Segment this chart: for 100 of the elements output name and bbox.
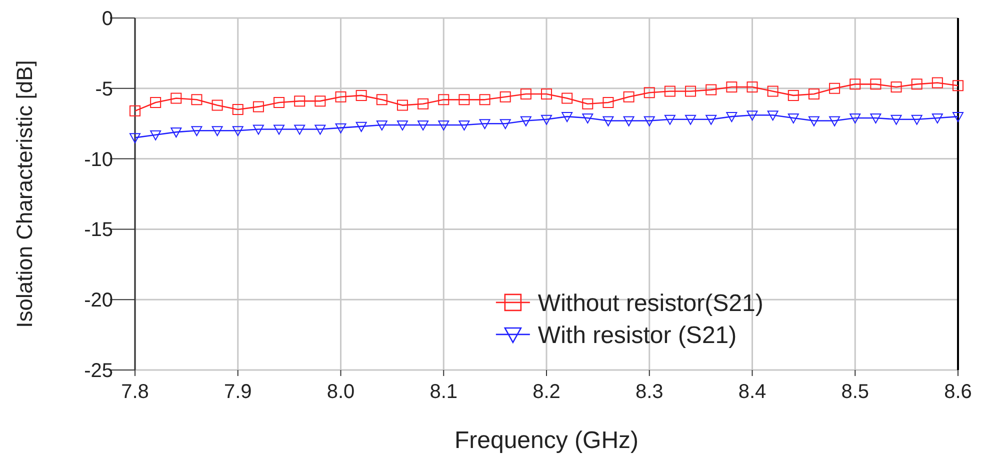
point [458, 94, 470, 106]
point [438, 120, 450, 131]
x-tick-label: 7.8 [121, 381, 149, 403]
point [746, 81, 758, 92]
x-tick-label: 8.0 [326, 381, 355, 403]
y-tick-label: -5 [95, 78, 113, 100]
point [870, 78, 882, 90]
point [644, 116, 655, 126]
point [767, 86, 778, 97]
point [356, 122, 367, 132]
point [541, 114, 552, 125]
point [520, 116, 532, 126]
y-tick-label: -10 [84, 148, 113, 171]
point [706, 114, 717, 125]
point [170, 92, 182, 104]
point [150, 96, 162, 108]
y-axis-title: Isolation Characteristic [dB] [12, 60, 37, 328]
point [418, 98, 429, 110]
point [212, 126, 223, 136]
point [562, 92, 573, 104]
point [191, 94, 202, 106]
point [664, 86, 676, 97]
point [562, 112, 573, 122]
point [130, 105, 140, 116]
point [274, 96, 285, 108]
point [479, 119, 490, 130]
point [623, 116, 634, 126]
x-tick-label: 7.9 [224, 381, 252, 403]
point [829, 116, 840, 126]
point [191, 126, 202, 136]
point [602, 116, 614, 126]
point [314, 96, 326, 107]
point [890, 114, 902, 125]
point [890, 81, 902, 92]
point [952, 80, 964, 92]
point [932, 77, 943, 88]
point [685, 86, 696, 97]
point [314, 124, 326, 135]
point [232, 104, 244, 116]
point [376, 120, 388, 131]
point [294, 96, 306, 107]
point [396, 120, 408, 131]
point [479, 94, 490, 106]
x-tick-label: 8.4 [738, 381, 766, 403]
point [252, 101, 264, 112]
point [767, 110, 778, 121]
point [356, 90, 367, 101]
point [829, 82, 840, 94]
point [685, 114, 696, 125]
x-tick-label: 8.3 [635, 381, 664, 403]
point [808, 88, 820, 100]
point [911, 78, 922, 90]
y-tick-label: -25 [84, 360, 113, 382]
point [130, 133, 140, 144]
y-tick-label: 0 [102, 8, 113, 30]
x-tick-label: 8.6 [944, 381, 972, 403]
point [726, 81, 738, 92]
point [870, 113, 882, 124]
point [150, 130, 162, 140]
y-tick-label: -15 [84, 219, 113, 242]
point [664, 114, 676, 125]
point [788, 113, 799, 124]
point [644, 87, 655, 98]
point [932, 113, 943, 124]
y-tick-label: -20 [84, 290, 113, 312]
point [788, 90, 799, 101]
point [232, 126, 244, 136]
x-tick-label: 8.1 [430, 381, 458, 403]
point [850, 78, 861, 90]
point [582, 113, 594, 124]
point [706, 84, 717, 96]
point [212, 100, 223, 111]
point [170, 128, 182, 138]
point [500, 91, 511, 102]
point [850, 113, 861, 124]
point [726, 112, 738, 122]
point [294, 124, 306, 135]
point [335, 91, 346, 102]
x-tick-label: 8.5 [841, 381, 870, 403]
point [582, 98, 594, 110]
point [438, 94, 450, 106]
point [911, 114, 922, 125]
point [458, 120, 470, 131]
point [418, 120, 429, 131]
point [252, 124, 264, 135]
x-tick-label: 8.2 [532, 381, 560, 403]
point [335, 123, 346, 134]
point [500, 119, 511, 130]
point [602, 96, 614, 108]
legend-label: With resistor (S21) [538, 322, 737, 349]
point [746, 110, 758, 121]
point [376, 94, 388, 106]
point [623, 91, 634, 102]
point [541, 88, 552, 100]
point [952, 112, 964, 122]
point [274, 124, 285, 135]
point [520, 88, 532, 100]
legend-label: Without resistor(S21) [538, 290, 764, 317]
point [396, 100, 408, 111]
x-axis-title: Frequency (GHz) [454, 427, 639, 454]
